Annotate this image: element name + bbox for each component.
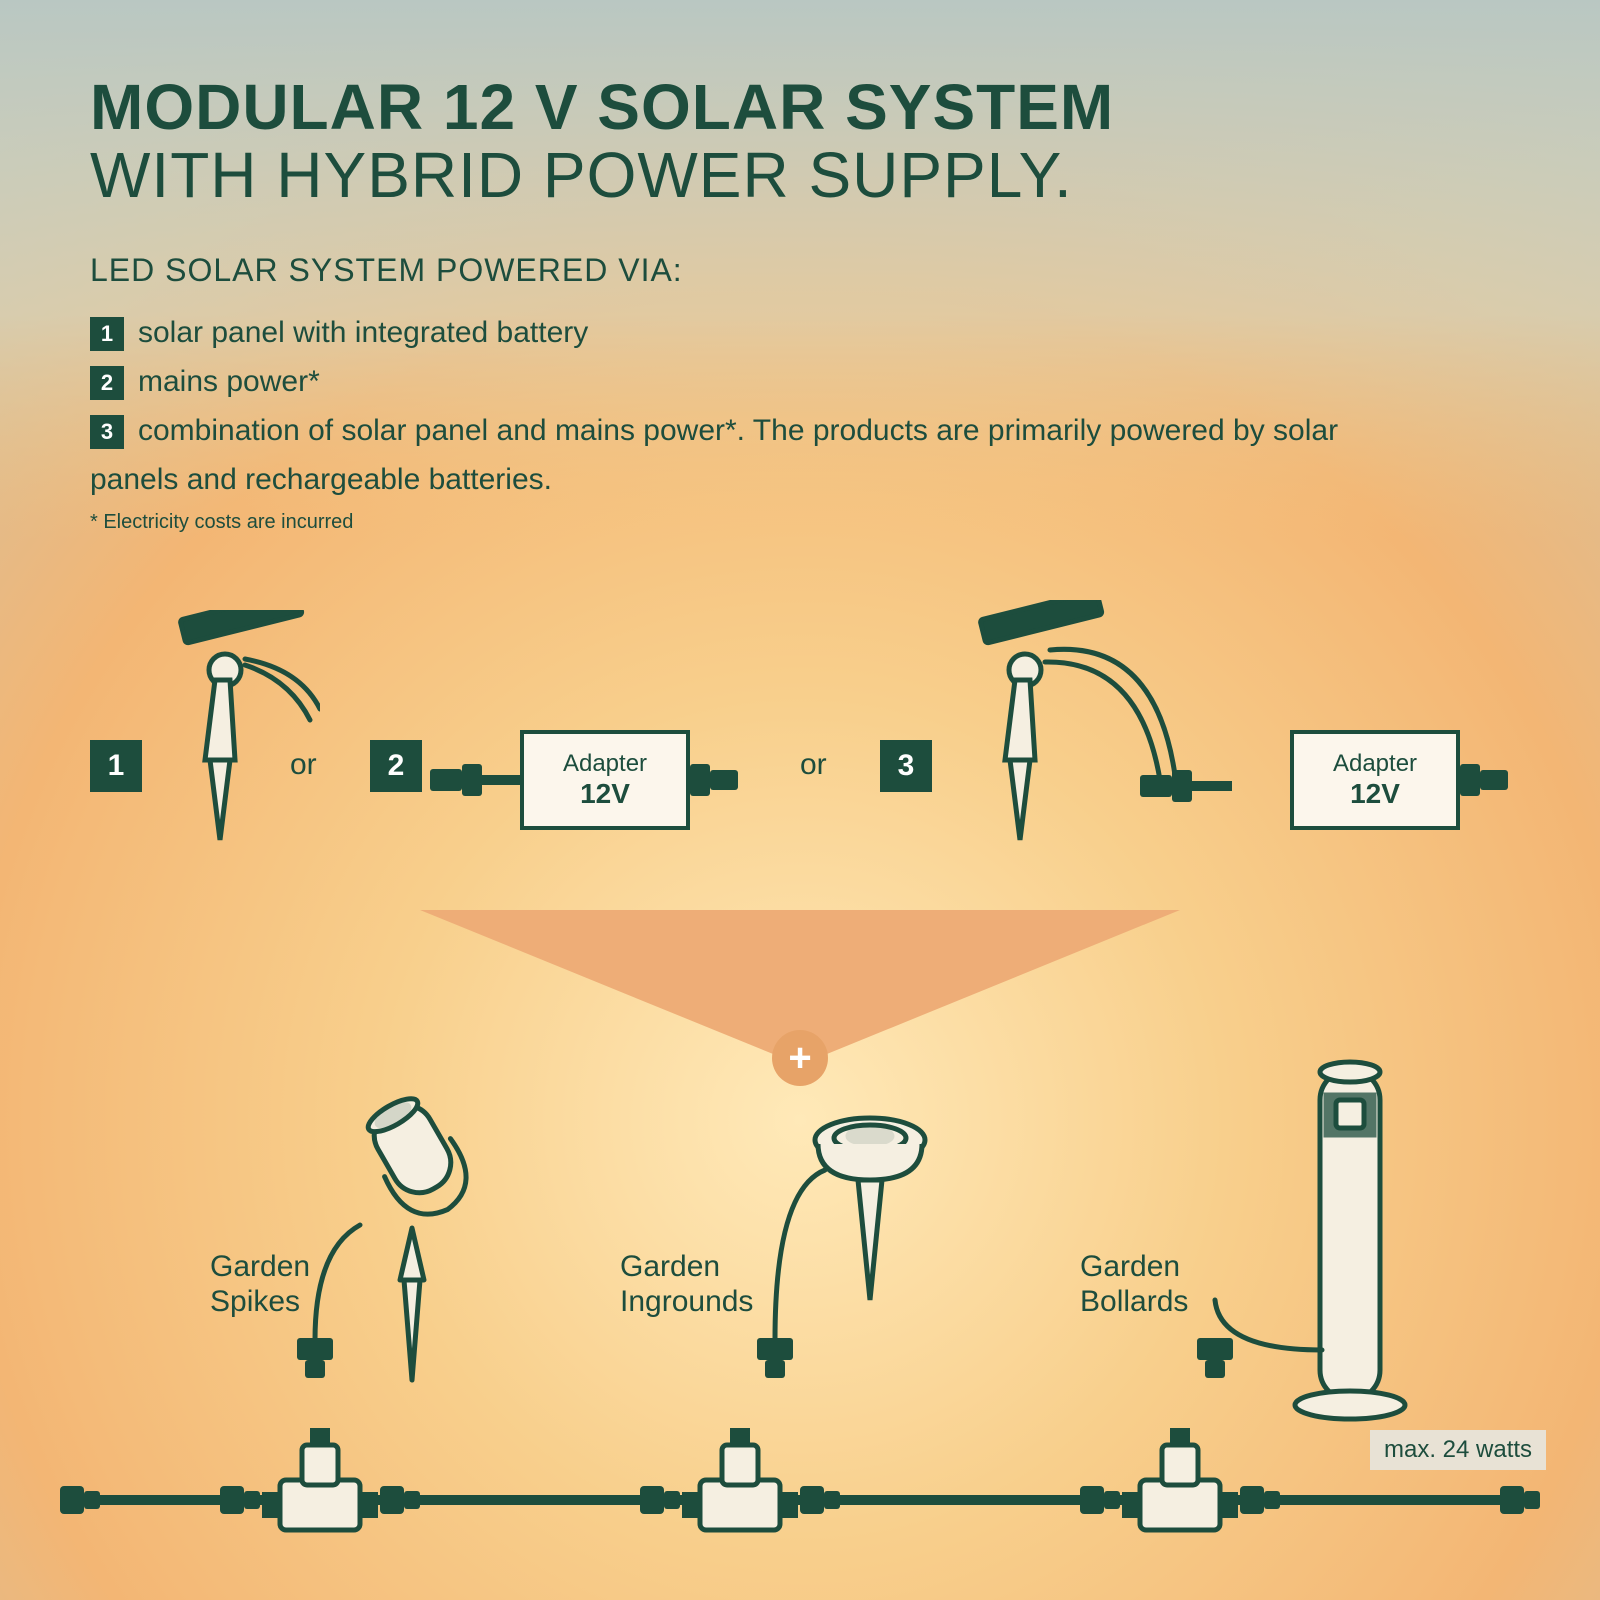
plug-right-icon — [690, 760, 740, 800]
footnote: * Electricity costs are incurred — [90, 511, 1510, 534]
adapter-box-1: Adapter 12V — [520, 730, 690, 830]
garden-spikes-label: Garden Spikes — [210, 1250, 310, 1319]
power-option-2: 2 mains power* — [90, 362, 1510, 401]
or-label-1: or — [290, 748, 317, 782]
subheading: LED SOLAR SYSTEM POWERED VIA: — [90, 252, 1510, 289]
plug-right-icon-2 — [1460, 760, 1510, 800]
title-line-1: MODULAR 12 V SOLAR SYSTEM — [90, 70, 1510, 144]
power-option-3: 3 combination of solar panel and mains p… — [90, 411, 1510, 450]
garden-bollards-label: Garden Bollards — [1080, 1250, 1188, 1319]
num-badge-2: 2 — [90, 366, 124, 400]
solar-plus-adapter-icon — [940, 600, 1300, 900]
power-option-3-continuation: panels and rechargeable batteries. — [90, 460, 1510, 499]
or-label-2: or — [800, 748, 827, 782]
power-option-2-text: mains power* — [138, 362, 320, 401]
garden-bollard-icon — [1180, 1040, 1440, 1450]
garden-ingrounds-label: Garden Ingrounds — [620, 1250, 753, 1319]
garden-inground-icon — [740, 1100, 960, 1410]
power-option-3-text: combination of solar panel and mains pow… — [138, 411, 1338, 450]
adapter-label-2: Adapter — [1333, 750, 1417, 778]
power-option-1-text: solar panel with integrated battery — [138, 313, 588, 352]
num-badge-3: 3 — [90, 415, 124, 449]
garden-spike-icon — [280, 1080, 520, 1410]
power-options-list: 1 solar panel with integrated battery 2 … — [90, 313, 1510, 499]
adapter-voltage-2: 12V — [1350, 778, 1400, 810]
power-option-1: 1 solar panel with integrated battery — [90, 313, 1510, 352]
diagram-badge-2: 2 — [370, 740, 422, 792]
num-badge-1: 1 — [90, 317, 124, 351]
adapter-voltage: 12V — [580, 778, 630, 810]
diagram-badge-3: 3 — [880, 740, 932, 792]
plug-left-icon — [430, 755, 520, 805]
adapter-label: Adapter — [563, 750, 647, 778]
diagram-badge-1: 1 — [90, 740, 142, 792]
cable-bus-icon — [60, 1400, 1560, 1560]
adapter-box-2: Adapter 12V — [1290, 730, 1460, 830]
title-line-2: WITH HYBRID POWER SUPPLY. — [90, 138, 1510, 212]
plus-icon: + — [772, 1030, 828, 1086]
diagram-area: 1 or 2 Adapter 12V or 3 — [0, 610, 1600, 1600]
